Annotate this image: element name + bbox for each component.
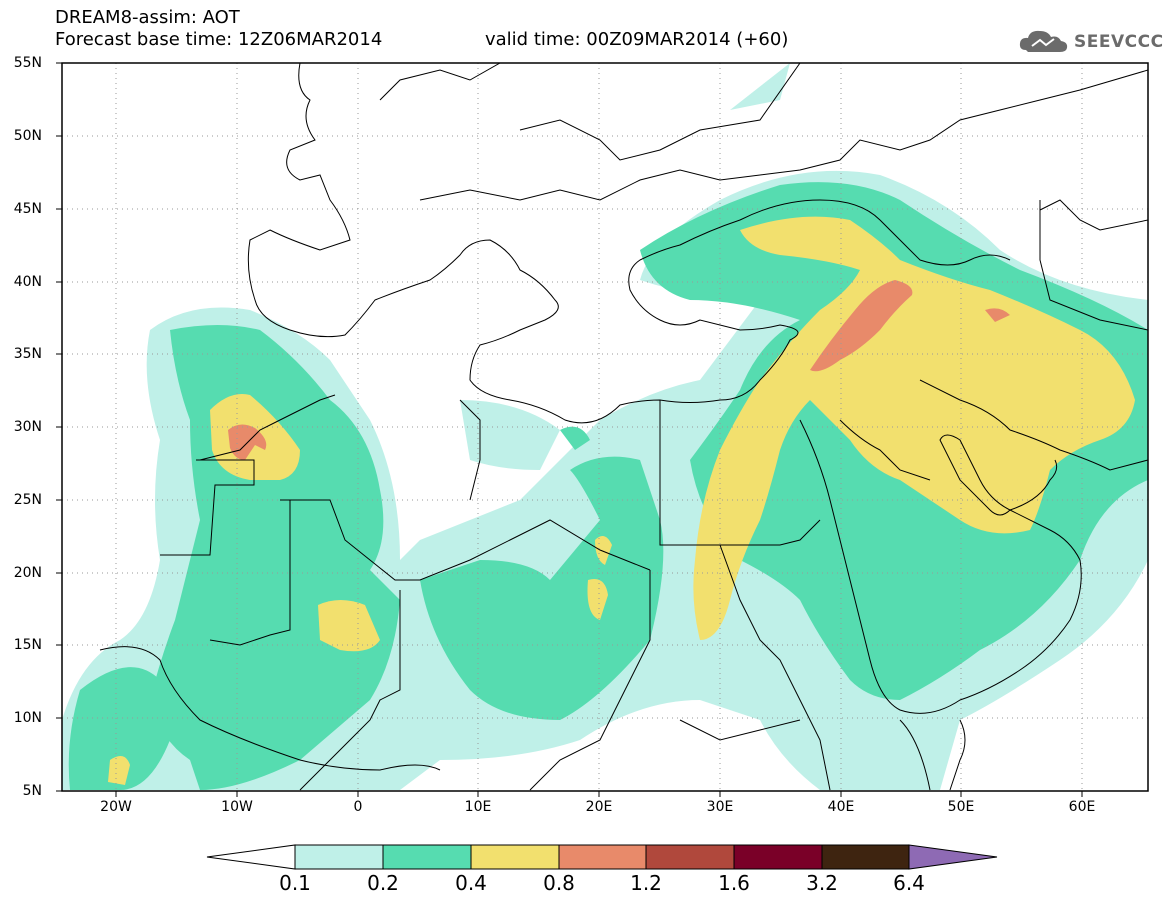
lon-label: 50E xyxy=(947,799,975,815)
lat-label: 20N xyxy=(13,565,42,581)
lon-label: 30E xyxy=(706,799,734,815)
lon-label: 0 xyxy=(353,799,363,815)
lon-label: 20W xyxy=(100,799,132,815)
lat-label: 40N xyxy=(13,274,42,290)
lat-label: 15N xyxy=(13,637,42,653)
colorbar-label: 1.6 xyxy=(718,871,750,895)
lat-label: 45N xyxy=(13,201,42,217)
lon-label: 20E xyxy=(585,799,613,815)
lon-label: 60E xyxy=(1068,799,1096,815)
lat-label: 10N xyxy=(13,710,42,726)
coastlines xyxy=(99,63,1148,791)
colorbar-segment xyxy=(558,844,647,870)
valid-time: valid time: 00Z09MAR2014 (+60) xyxy=(485,29,789,50)
colorbar-segment xyxy=(821,844,910,870)
colorbar-label: 1.2 xyxy=(630,871,662,895)
colorbar-segment xyxy=(294,844,384,870)
lat-label: 30N xyxy=(13,419,42,435)
colorbar-label: 0.1 xyxy=(279,871,311,895)
chart-title: DREAM8-assim: AOT xyxy=(55,7,240,28)
graticule xyxy=(62,63,1148,791)
lon-label: 10W xyxy=(221,799,253,815)
colorbar-label: 0.4 xyxy=(455,871,487,895)
colorbar-segment xyxy=(645,844,735,870)
colorbar-segment xyxy=(733,844,823,870)
logo-text: SEEVCCC xyxy=(1074,32,1164,52)
lon-label: 10E xyxy=(464,799,492,815)
colorbar-label: 0.2 xyxy=(367,871,399,895)
lat-label: 25N xyxy=(13,492,42,508)
seevccc-logo: SEEVCCC xyxy=(1018,26,1163,56)
colorbar-segment-below xyxy=(206,844,296,870)
forecast-base-time: Forecast base time: 12Z06MAR2014 xyxy=(55,29,383,50)
colorbar-segment-above xyxy=(908,844,998,870)
colorbar-label: 3.2 xyxy=(806,871,838,895)
colorbar-segment xyxy=(470,844,560,870)
lat-label: 35N xyxy=(13,346,42,362)
cloud-icon xyxy=(1019,30,1068,52)
colorbar xyxy=(206,844,998,870)
lat-label: 50N xyxy=(13,128,42,144)
colorbar-label: 0.8 xyxy=(543,871,575,895)
axis-ticks xyxy=(56,62,1083,797)
lat-label: 55N xyxy=(13,55,42,71)
lat-label: 5N xyxy=(22,783,42,799)
lon-label: 40E xyxy=(827,799,855,815)
colorbar-label: 6.4 xyxy=(893,871,925,895)
colorbar-segment xyxy=(382,844,472,870)
